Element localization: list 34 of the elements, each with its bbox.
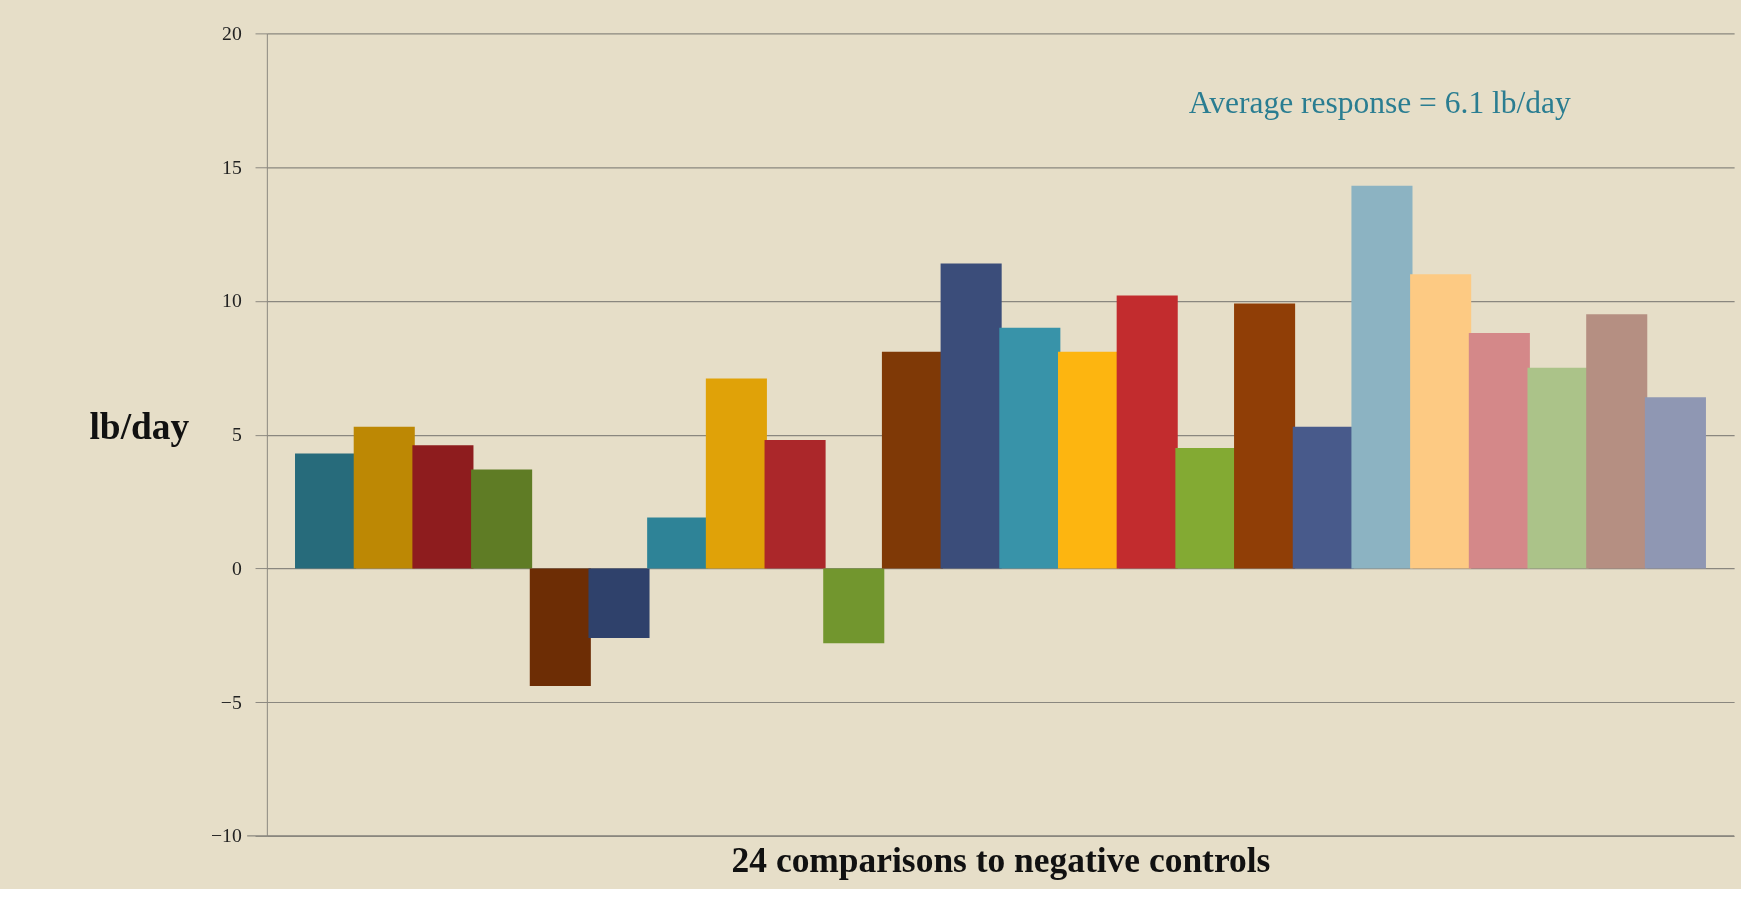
bar [999, 327, 1061, 569]
bar [1234, 303, 1296, 569]
bar [1175, 448, 1237, 569]
bar [1644, 397, 1706, 569]
bar [823, 568, 885, 644]
y-tick-label: 0 [231, 556, 242, 579]
bar [1410, 274, 1472, 569]
y-tick-label: 5 [231, 423, 242, 446]
bar [1468, 333, 1530, 569]
bar [881, 351, 943, 569]
bar [1116, 295, 1178, 569]
bar [1586, 314, 1648, 569]
y-tick-label: −5 [220, 690, 242, 713]
y-tick-label: 20 [222, 21, 242, 44]
y-axis-title: lb/day [89, 406, 190, 448]
y-tick-label: 15 [222, 155, 242, 178]
bar [588, 568, 650, 638]
annotation: Average response = 6.1 lb/day [1188, 85, 1571, 121]
bar [1057, 351, 1120, 569]
bar [764, 440, 826, 569]
bar [295, 453, 357, 569]
bar [1351, 185, 1413, 569]
bar [353, 426, 415, 569]
bar [1527, 367, 1589, 569]
y-tick-label: −10 [210, 824, 242, 847]
bar [471, 469, 533, 569]
bar [940, 263, 1002, 569]
bar [1292, 426, 1354, 569]
bar [412, 445, 474, 569]
bar [647, 517, 709, 569]
x-axis-title: 24 comparisons to negative controls [731, 839, 1271, 880]
bar [529, 568, 591, 687]
bar [705, 378, 767, 569]
y-tick-label: 10 [222, 289, 242, 312]
